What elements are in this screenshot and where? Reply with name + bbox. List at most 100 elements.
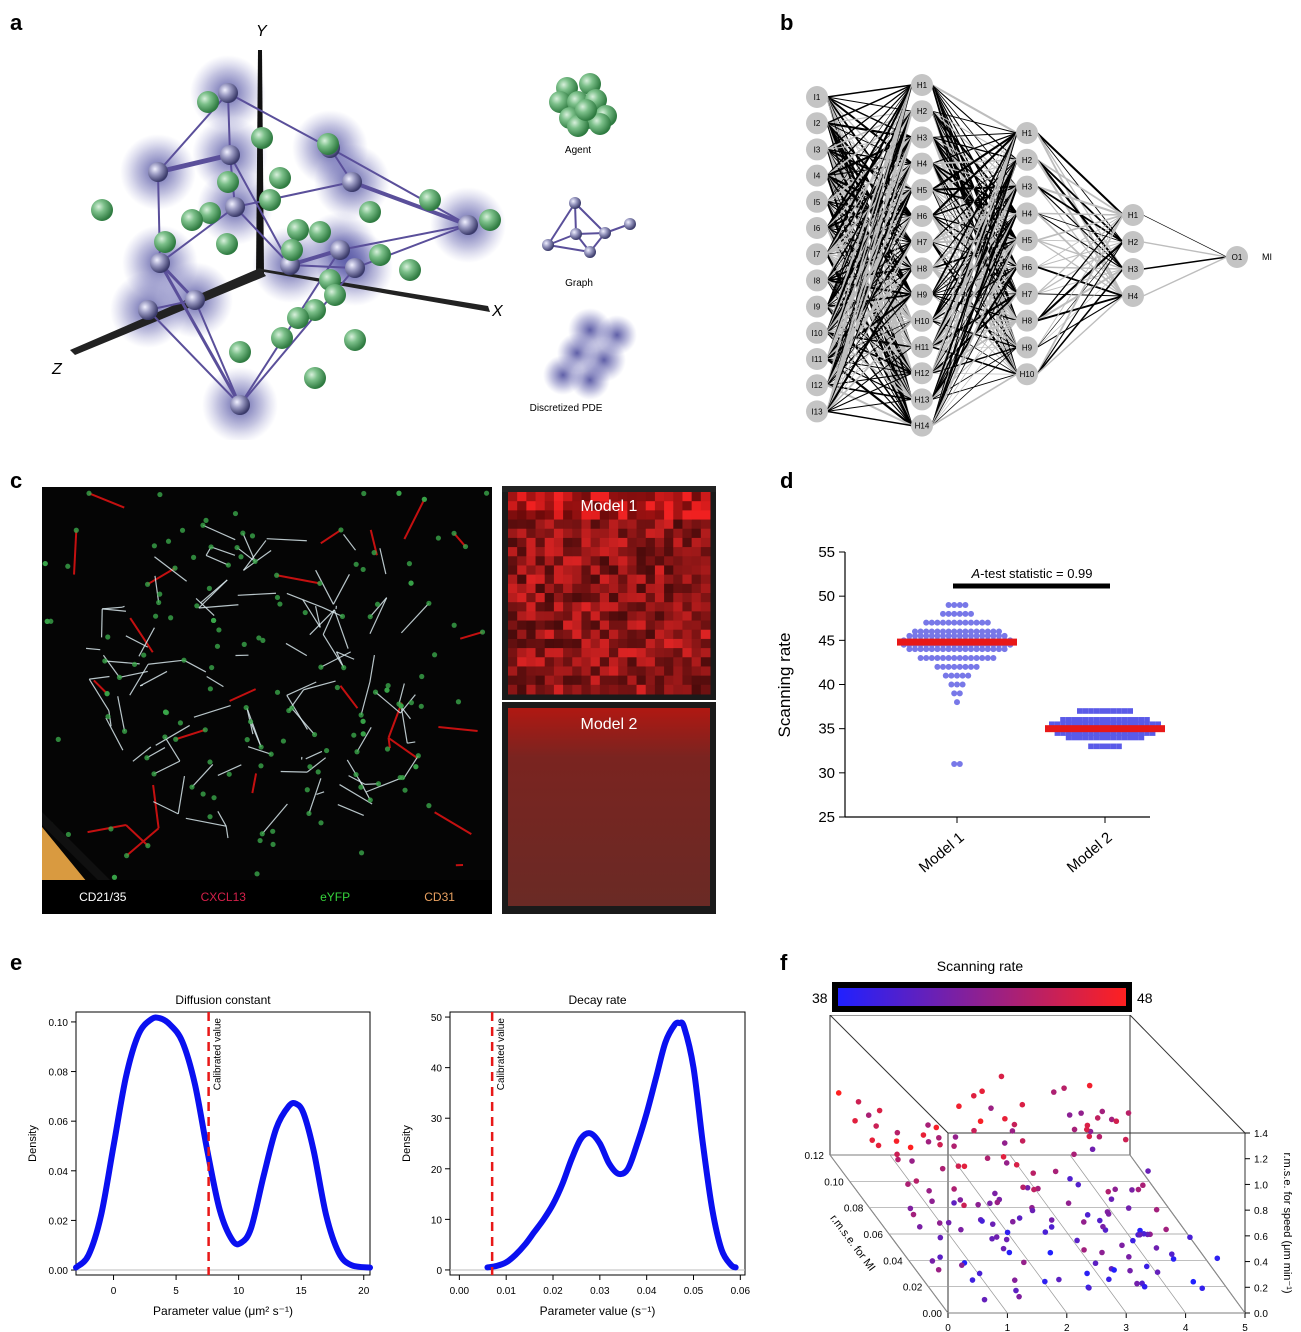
- model-1-point: [940, 619, 946, 626]
- concentration-cell: [618, 547, 628, 557]
- graph-edge: [234, 206, 291, 266]
- model-1-label: Model 1: [580, 498, 638, 515]
- nn-connection: [1036, 185, 1124, 216]
- concentration-cell: [581, 593, 592, 603]
- scatter-point: [1047, 1249, 1054, 1256]
- x-tick-label: 0: [945, 1323, 951, 1332]
- y-tick-label: 0.02: [903, 1283, 923, 1294]
- nn-node-label: I8: [814, 276, 821, 285]
- scatter-point: [1050, 1089, 1057, 1095]
- concentration-cell: [618, 684, 628, 695]
- concentration-cell: [535, 574, 546, 585]
- nn-node: [1016, 229, 1038, 252]
- nn-connection: [931, 132, 1018, 400]
- eyfp-cell: [172, 565, 178, 571]
- panel-f-3d-scatter: 0 1 2 3 4 5 0.00 0.02 0.04 0.06 0.08 0.10 0.12 0.0 0.2…: [805, 1015, 1293, 1332]
- white-fiber: [332, 574, 350, 605]
- white-fiber: [339, 784, 373, 805]
- model-2-point: [1082, 717, 1089, 723]
- annotation-rest: -test statistic = 0.99: [980, 566, 1092, 581]
- concentration-cell: [654, 675, 665, 686]
- y-tick-label: 50: [431, 1013, 443, 1024]
- eyfp-cell: [462, 543, 469, 550]
- white-fiber: [225, 826, 229, 839]
- white-fiber: [198, 579, 228, 609]
- white-fiber: [285, 642, 308, 657]
- eyfp-cell: [256, 635, 262, 641]
- white-fiber: [286, 681, 317, 696]
- model-1-point: [968, 619, 974, 626]
- concentration-cell: [673, 556, 683, 566]
- concentration-cell: [581, 629, 592, 640]
- graph-edge: [194, 299, 241, 406]
- eyfp-cell: [241, 641, 247, 647]
- model-1-point: [984, 628, 991, 635]
- red-fiber: [152, 784, 160, 829]
- model-2-point: [1110, 721, 1117, 728]
- concentration-cell: [618, 556, 628, 566]
- model-1-point: [923, 628, 930, 635]
- concentration-cell: [691, 519, 702, 530]
- scatter-point: [907, 1144, 914, 1151]
- scatter-point: [873, 1123, 879, 1129]
- x-tick-label: 3: [1123, 1323, 1129, 1332]
- scatter-point: [961, 1163, 968, 1170]
- nn-node-label: H14: [915, 422, 930, 431]
- eyfp-cell: [254, 871, 260, 877]
- scatter-point: [1099, 1108, 1106, 1115]
- concentration-cell: [544, 583, 555, 594]
- concentration-cell: [636, 574, 647, 585]
- scatter-point: [971, 1127, 977, 1134]
- panel-label-b: b: [780, 10, 794, 35]
- model-1-point: [968, 646, 974, 653]
- concentration-cell: [673, 593, 683, 603]
- concentration-cell: [700, 501, 711, 511]
- red-fiber: [147, 567, 176, 586]
- axis-z-label: Z: [51, 361, 63, 378]
- z-tick-label: 0.8: [1254, 1206, 1268, 1217]
- agent-sphere: [181, 209, 203, 231]
- eyfp-cell: [270, 828, 276, 834]
- concentration-cell: [664, 556, 674, 566]
- nn-connection: [1036, 241, 1124, 375]
- concentration-cell: [673, 492, 683, 502]
- nn-node-label: H2: [1128, 238, 1139, 247]
- scatter-point: [1125, 1205, 1132, 1211]
- concentration-cell: [700, 574, 711, 585]
- concentration-cell: [627, 620, 638, 631]
- white-fiber: [183, 659, 207, 673]
- concentration-cell: [517, 528, 527, 539]
- white-fiber: [302, 599, 321, 628]
- y-tick-label: 20: [431, 1165, 443, 1176]
- concentration-cell: [609, 648, 619, 658]
- concentration-cell: [553, 583, 564, 594]
- concentration-cell: [581, 574, 592, 585]
- scatter-point: [1127, 1267, 1133, 1274]
- white-fiber: [369, 597, 388, 618]
- density-curve: [73, 1014, 373, 1271]
- agent-sphere: [154, 231, 176, 253]
- concentration-cell: [599, 501, 610, 511]
- concentration-cell: [664, 638, 674, 649]
- eyfp-cell: [408, 700, 415, 706]
- eyfp-cell: [152, 613, 159, 619]
- x-tick-label: Model 2: [1064, 829, 1116, 876]
- model-2-point: [1105, 730, 1111, 736]
- white-fiber: [138, 627, 155, 657]
- model-1-point: [951, 632, 958, 639]
- white-fiber: [191, 764, 214, 788]
- white-fiber: [242, 532, 256, 562]
- eyfp-cell: [360, 731, 366, 737]
- model-1-point: [956, 619, 963, 626]
- white-fiber: [360, 681, 371, 716]
- scatter-point: [1024, 1184, 1031, 1191]
- concentration-cell: [664, 611, 674, 622]
- concentration-cell: [645, 547, 656, 557]
- model-1-point: [973, 632, 980, 639]
- concentration-cell: [526, 629, 537, 640]
- concentration-cell: [526, 528, 537, 539]
- scatter-point: [1042, 1278, 1048, 1285]
- nn-node: [806, 374, 828, 397]
- model-1-point: [945, 632, 952, 639]
- concentration-cell: [544, 638, 555, 649]
